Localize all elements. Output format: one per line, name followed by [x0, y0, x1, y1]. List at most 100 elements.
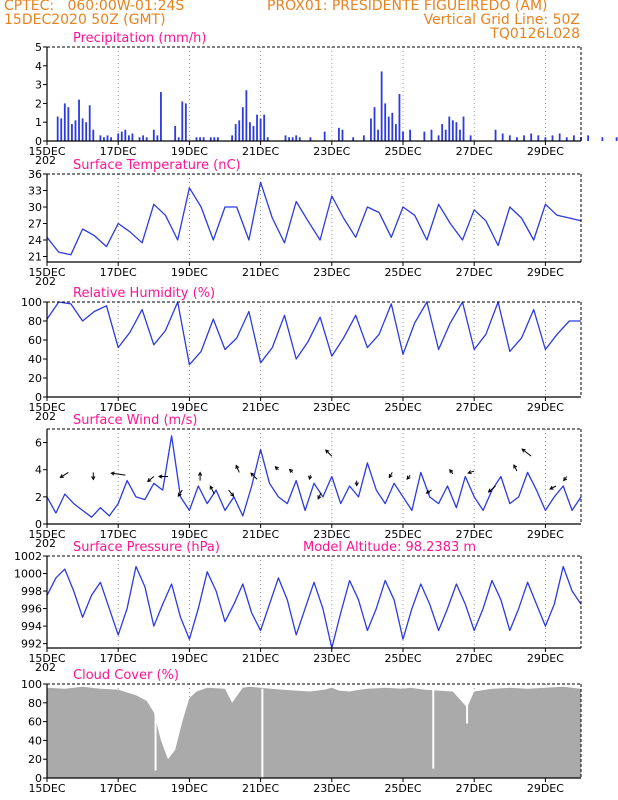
precip-bar: [263, 114, 266, 141]
x-tick-label: 23DEC: [313, 782, 350, 795]
precip-bar: [92, 129, 95, 141]
precip-bar: [199, 137, 201, 141]
wind-arrow: [91, 472, 96, 481]
precip-bar: [444, 129, 447, 141]
panel-humidity: 0 20 40 60 80 100 15DEC 17DEC 19DEC 21DEC 23DEC 25D…: [21, 286, 582, 423]
wind-arrow: [235, 464, 240, 473]
y-tick-label: 27: [28, 218, 42, 231]
precip-bar: [494, 129, 497, 141]
precip-bar: [437, 135, 440, 141]
x-tick-label: 23DEC: [313, 528, 350, 541]
x-tick-label: 23DEC: [313, 266, 350, 279]
wind-arrow-head: [354, 482, 359, 487]
y-tick-label: 33: [28, 185, 42, 198]
precip-bar: [537, 135, 540, 141]
humidity-title: Relative Humidity (%): [73, 286, 215, 301]
wind-title: Surface Wind (m/s): [73, 413, 197, 428]
precip-bar: [459, 129, 461, 141]
wind-arrow-shaft: [488, 485, 496, 493]
header-source: CPTEC:: [4, 0, 55, 14]
wind-arrow-head: [317, 495, 322, 500]
y-tick-label: 5: [35, 41, 42, 54]
precip-bar: [501, 133, 504, 141]
y-tick-label: 40: [28, 353, 42, 366]
precip-bar: [469, 135, 472, 141]
wind-arrow: [406, 474, 411, 480]
x-tick-label: 25DEC: [384, 652, 421, 665]
x-tick-label: 21DEC: [242, 652, 279, 665]
model-altitude-label: Model Altitude: 98.2383 m: [303, 540, 476, 555]
wind-arrow-shaft: [147, 476, 155, 482]
x-tick-label: 29DEC: [527, 652, 564, 665]
precip-bar: [288, 137, 290, 141]
wind-arrow-head: [235, 464, 240, 469]
y-tick-label: 24: [28, 234, 42, 247]
y-tick-label: 0: [35, 518, 42, 531]
precip-bar: [451, 120, 454, 141]
cloud-cover-gap: [432, 688, 435, 769]
wind-arrow-head: [197, 471, 203, 476]
x-tick-label: 19DEC: [171, 652, 208, 665]
precip-bar: [530, 133, 533, 141]
x-tick-label: 29DEC: [527, 266, 564, 279]
precip-bar: [323, 131, 326, 141]
wind-arrow-shaft: [549, 485, 557, 490]
precip-bar: [601, 137, 604, 141]
precip-bar: [88, 105, 91, 141]
wind-arrow: [354, 480, 359, 487]
wind-arrow-shaft: [317, 492, 322, 500]
precip-bar: [298, 137, 301, 141]
precip-bar: [362, 135, 365, 141]
x-tick-label: 15DEC: [28, 145, 65, 158]
cloud-cover-area: [47, 686, 581, 778]
temperature-line: [46, 181, 582, 256]
precip-bar: [156, 135, 159, 141]
precip-bar: [352, 137, 355, 141]
header-coordinates: 060:00W-01:24S: [67, 0, 185, 14]
x-tick-label: 19DEC: [171, 266, 208, 279]
y-tick-label: 4: [35, 60, 42, 73]
x-tick-label: 15DEC: [28, 652, 65, 665]
y-tick-label: 1: [35, 116, 42, 129]
precip-bar: [544, 137, 547, 141]
precip-bar: [238, 120, 241, 141]
x-tick-label: 17DEC: [100, 528, 137, 541]
precip-bar: [516, 137, 518, 141]
y-tick-label: 992: [21, 638, 42, 651]
precip-bar: [127, 135, 130, 141]
header-grid-note: Vertical Grid Line: 50Z: [423, 12, 580, 28]
temperature-title: Surface Temperature (nC): [73, 158, 241, 173]
x-tick-label: 17DEC: [100, 782, 137, 795]
x-tick-label: 29DEC: [527, 145, 564, 158]
precip-bar: [448, 116, 451, 141]
x-tick-label: 27DEC: [456, 782, 493, 795]
wind-arrow-head: [91, 476, 96, 481]
cloud-title: Cloud Cover (%): [73, 668, 179, 683]
wind-arrow: [197, 471, 203, 481]
x-tick-label: 27DEC: [456, 401, 493, 414]
precip-bar: [67, 107, 70, 141]
y-tick-label: 20: [28, 372, 42, 385]
pressure-line: [46, 565, 582, 649]
precip-bar: [423, 131, 426, 141]
wind-arrow: [513, 464, 518, 472]
precip-bar: [110, 137, 112, 141]
x-tick-label: 29DEC: [527, 401, 564, 414]
x-tick-label: 25DEC: [384, 401, 421, 414]
header-station: PROX01: PRESIDENTE FIGUEIREDO (AM): [267, 0, 548, 14]
precip-bar: [231, 135, 234, 141]
y-tick-label: 40: [28, 734, 42, 747]
precip-bar: [266, 137, 269, 141]
precip-bar: [71, 124, 73, 141]
y-tick-label: 998: [21, 585, 42, 598]
x-tick-label: 25DEC: [384, 266, 421, 279]
y-tick-label: 80: [28, 315, 42, 328]
wind-arrow: [563, 476, 568, 482]
wind-arrow: [228, 489, 235, 497]
wind-arrow: [521, 448, 532, 457]
cloud-cover-gap: [261, 688, 264, 778]
wind-line: [46, 435, 582, 518]
precip-bar: [291, 137, 294, 141]
y-tick-label: 60: [28, 334, 42, 347]
y-tick-label: 3: [35, 79, 42, 92]
